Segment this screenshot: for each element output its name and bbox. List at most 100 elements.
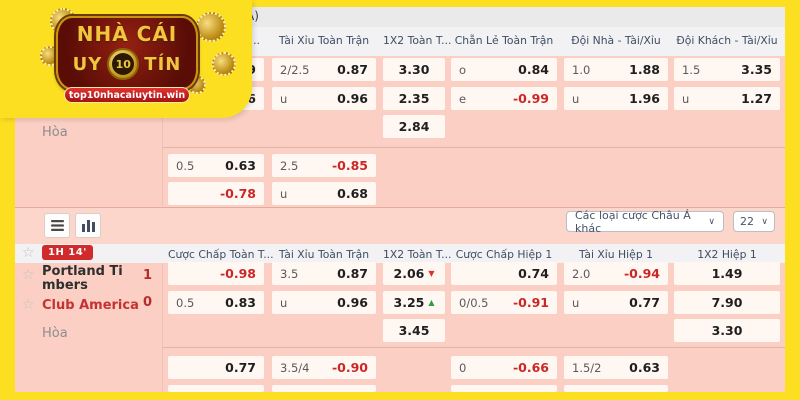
odds-cell[interactable]: 0.74 (451, 262, 557, 285)
draw-label: Hòa (42, 125, 68, 140)
odds-cell[interactable]: 3.25 ▲ (383, 291, 445, 314)
label-column-divider (162, 56, 163, 206)
bet-type-dropdown-label: Các loại cược Châu Á khác (575, 208, 691, 235)
odds-cell[interactable]: u 1.27 (674, 87, 780, 110)
odds-cell[interactable]: o 0.84 (451, 58, 557, 81)
market-count-dropdown-label: 22 (740, 215, 754, 228)
odds-value: 3.45 (398, 323, 430, 338)
column-header-home-ou: Đội Nhà - Tài/Xỉu (571, 34, 661, 47)
odds-cell[interactable]: -0.98 (168, 262, 264, 285)
odds-cell[interactable]: 0/0.5 -0.91 (451, 291, 557, 314)
handicap-label: 2/2.5 (280, 62, 310, 77)
odds-cell[interactable]: 0 -0.66 (451, 356, 557, 379)
column-header-ou-full: Tài Xỉu Toàn Trận (278, 248, 370, 261)
odds-cell[interactable]: 1.0 1.88 (564, 58, 668, 81)
match2-odds-header-row (15, 244, 785, 263)
handicap-label: 2.0 (572, 266, 591, 281)
odds-value: 0.63 (225, 158, 256, 173)
odds-cell[interactable] (272, 385, 376, 392)
home-team-score: 1 (142, 268, 152, 283)
match-time-badge: 1H 14' (42, 245, 93, 260)
odds-cell[interactable]: u 0.68 (272, 182, 376, 205)
brand-logo: NHÀ CÁI UY 10 TÍN top10nhacaiuytin.win (0, 0, 252, 118)
medal-number: 10 (112, 53, 135, 75)
odds-value: 0.84 (518, 62, 549, 77)
odds-value: -0.99 (512, 91, 549, 106)
odds-value: -0.85 (331, 158, 368, 173)
odds-cell[interactable]: 1.49 (674, 262, 780, 285)
brand-word-tin: TÍN (144, 53, 182, 75)
odds-cell[interactable]: -0.78 (168, 182, 264, 205)
odds-value: 0.83 (225, 295, 256, 310)
odds-value: 0.87 (337, 266, 368, 281)
column-header-handicap-1h: Cược Chấp Hiệp 1 (455, 248, 553, 261)
odds-value: 1.96 (629, 91, 660, 106)
handicap-label: u (280, 91, 288, 106)
label-column-divider (162, 263, 163, 391)
column-header-1x2-1h: 1X2 Hiệp 1 (697, 248, 757, 261)
brand-name-line1: NHÀ CÁI (76, 22, 178, 46)
odds-cell[interactable]: u 0.96 (272, 291, 376, 314)
stats-view-button[interactable] (75, 213, 101, 238)
odds-value: 0.87 (337, 62, 368, 77)
odds-cell[interactable]: 0.5 0.83 (168, 291, 264, 314)
handicap-label: 3.5 (280, 266, 299, 281)
odds-value: 1.27 (741, 91, 772, 106)
odds-cell[interactable]: u 1.96 (564, 87, 668, 110)
odds-value: -0.98 (219, 266, 256, 281)
column-header-away-ou: Đội Khách - Tài/Xỉu (676, 34, 778, 47)
star-favorite-icon[interactable]: ☆ (22, 267, 35, 283)
odds-cell[interactable]: 7.90 (674, 291, 780, 314)
row-group-divider (163, 147, 785, 148)
bet-type-dropdown[interactable]: Các loại cược Châu Á khác ∨ (566, 208, 724, 235)
odds-cell[interactable]: 2.06 ▼ (383, 262, 445, 285)
odds-cell[interactable]: 0.77 (168, 356, 264, 379)
odds-cell[interactable]: 3.45 (383, 319, 445, 342)
odds-cell[interactable]: 2.84 (383, 115, 445, 138)
odds-cell[interactable]: 3.5/4 -0.90 (272, 356, 376, 379)
draw-label: Hòa (42, 326, 68, 341)
odds-cell[interactable]: 2.35 (383, 87, 445, 110)
odds-cell[interactable]: 1.5 3.35 (674, 58, 780, 81)
odds-cell[interactable]: 3.5 0.87 (272, 262, 376, 285)
odds-cell[interactable]: 3.30 (383, 58, 445, 81)
handicap-label: u (280, 186, 288, 201)
odds-cell[interactable] (168, 385, 264, 392)
trend-up-icon: ▲ (428, 297, 435, 307)
odds-cell[interactable]: 2/2.5 0.87 (272, 58, 376, 81)
odds-value: 2.35 (398, 91, 430, 106)
column-header-ou-full: Tài Xỉu Toàn Trận (278, 34, 370, 47)
chevron-down-icon: ∨ (708, 216, 715, 227)
handicap-label: 1.5/2 (572, 360, 602, 375)
odds-cell[interactable]: 2.5 -0.85 (272, 154, 376, 177)
odds-cell[interactable]: 1.5/2 0.63 (564, 356, 668, 379)
odds-value: 6 (247, 91, 256, 106)
odds-cell[interactable]: 3.30 (674, 319, 780, 342)
handicap-label: 0.5 (176, 158, 195, 173)
star-favorite-icon[interactable]: ☆ (22, 297, 35, 313)
list-view-button[interactable] (44, 213, 70, 238)
column-header-odd-even: Chẵn Lẻ Toàn Trận (454, 34, 554, 47)
row-group-divider (163, 347, 785, 348)
odds-cell[interactable] (564, 385, 668, 392)
odds-cell[interactable]: u 0.77 (564, 291, 668, 314)
odds-value: 3.25 (393, 295, 425, 310)
market-count-dropdown[interactable]: 22 ∨ (733, 211, 775, 232)
bar-chart-icon (81, 219, 95, 232)
handicap-label: u (280, 295, 288, 310)
star-favorite-icon[interactable]: ☆ (22, 245, 35, 261)
odds-cell[interactable]: u 0.96 (272, 87, 376, 110)
brand-domain-pill: top10nhacaiuytin.win (64, 87, 190, 103)
odds-cell[interactable]: 0.5 0.63 (168, 154, 264, 177)
odds-cell[interactable]: e -0.99 (451, 87, 557, 110)
odds-cell[interactable]: 2.0 -0.94 (564, 262, 668, 285)
column-header-1x2-full: 1X2 Toàn T... (383, 34, 452, 47)
medal-10-icon: 10 (107, 48, 140, 80)
column-header-ou-1h: Tài Xỉu Hiệp 1 (579, 248, 653, 261)
casino-chip-icon (196, 12, 226, 42)
handicap-label: u (572, 295, 580, 310)
handicap-label: 1.5 (682, 62, 701, 77)
odds-cell[interactable] (451, 385, 557, 392)
odds-value: 0.96 (337, 295, 368, 310)
odds-value: 0.77 (629, 295, 660, 310)
